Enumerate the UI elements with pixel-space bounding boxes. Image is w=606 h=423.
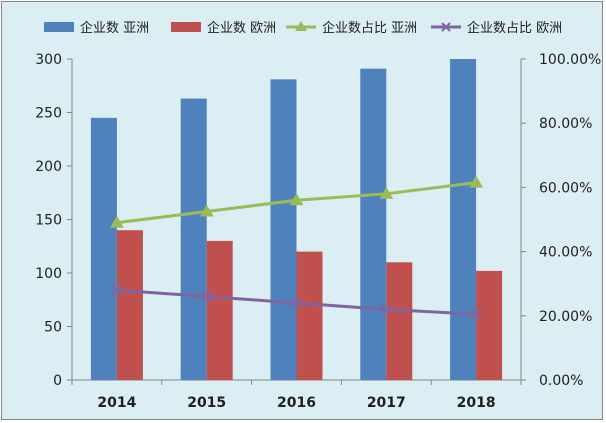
y-left-tick-label: 50 xyxy=(44,320,62,336)
legend-label: 企业数占比 亚洲 xyxy=(322,20,417,36)
bar-asia xyxy=(270,79,297,380)
legend-label: 企业数占比 欧洲 xyxy=(467,20,562,36)
legend-label: 企业数 欧洲 xyxy=(207,20,276,36)
x-tick-label: 2016 xyxy=(277,395,316,411)
bar-europe xyxy=(296,251,323,380)
bar-europe xyxy=(476,270,503,380)
legend-swatch xyxy=(44,22,74,32)
bar-asia xyxy=(450,59,477,380)
y-left-tick-label: 200 xyxy=(35,159,62,175)
legend: 企业数 亚洲 企业数 欧洲 企业数占比 亚洲 企业数占比 欧洲 xyxy=(44,20,562,36)
bar-asia xyxy=(90,117,117,380)
bar-europe xyxy=(206,240,233,380)
bar-europe xyxy=(116,230,143,380)
y-right-tick-label: 0.00% xyxy=(539,373,583,389)
bar-europe xyxy=(386,262,413,380)
legend-label: 企业数 亚洲 xyxy=(80,20,149,36)
bar-asia xyxy=(360,68,387,380)
point-marker-asia xyxy=(379,186,394,199)
y-left-tick-label: 150 xyxy=(35,213,62,229)
x-tick-label: 2018 xyxy=(457,395,496,411)
y-left-tick-label: 100 xyxy=(35,266,62,282)
point-marker-asia xyxy=(469,175,484,188)
legend-item-asia-share: 企业数占比 亚洲 xyxy=(286,20,417,36)
bar-asia xyxy=(180,98,207,380)
point-marker-europe xyxy=(290,297,303,309)
point-marker-asia xyxy=(199,204,214,217)
axes: 0 50 100 150 200 250 300 0.00% 20.00% 40.00% 60.00… xyxy=(35,52,601,411)
legend-swatch-marker xyxy=(295,21,307,31)
point-marker-europe xyxy=(380,303,393,316)
point-marker-europe xyxy=(470,308,482,320)
y-left-tick-label: 0 xyxy=(53,373,62,389)
legend-swatch xyxy=(171,22,201,32)
legend-item-europe-share: 企业数占比 欧洲 xyxy=(431,20,562,36)
point-marker-europe xyxy=(200,290,213,303)
lines xyxy=(109,175,484,320)
y-right-tick-label: 60.00% xyxy=(539,180,592,196)
legend-item-europe-count: 企业数 欧洲 xyxy=(171,20,276,36)
y-left-tick-label: 300 xyxy=(35,52,62,68)
legend-item-asia-count: 企业数 亚洲 xyxy=(44,20,149,36)
y-right-tick-label: 20.00% xyxy=(539,309,592,325)
legend-swatch-marker xyxy=(441,22,451,32)
y-right-tick-label: 100.00% xyxy=(539,52,601,68)
point-marker-asia xyxy=(289,193,304,206)
y-right-tick-label: 80.00% xyxy=(539,116,592,132)
point-marker-europe xyxy=(111,284,123,296)
x-tick-label: 2015 xyxy=(187,395,226,411)
point-marker-asia xyxy=(109,215,124,228)
y-right-tick-label: 40.00% xyxy=(539,245,592,261)
x-tick-label: 2017 xyxy=(367,395,406,411)
x-tick-label: 2014 xyxy=(97,395,136,411)
y-left-tick-label: 250 xyxy=(35,106,62,122)
bars xyxy=(90,59,503,380)
